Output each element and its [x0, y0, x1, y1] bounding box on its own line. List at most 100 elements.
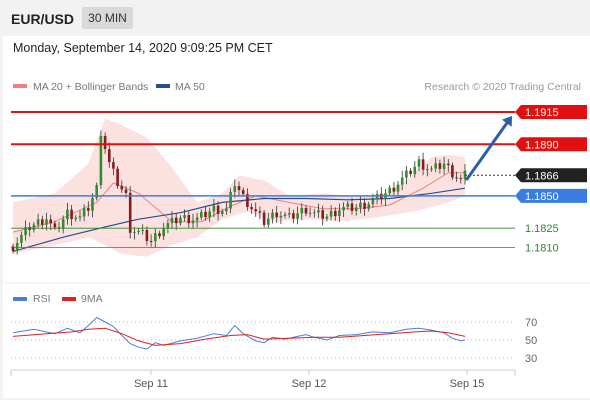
candle-body	[409, 170, 412, 174]
candle-body	[430, 168, 433, 170]
candle-body	[191, 220, 195, 224]
credit-text: Research © 2020 Trading Central	[424, 81, 581, 93]
candle-body	[183, 215, 186, 218]
candle-body	[275, 212, 278, 218]
x-axis-tick-label: Sep 12	[292, 378, 327, 390]
candle-body	[137, 230, 140, 232]
candle-body	[41, 219, 44, 225]
candle-body	[11, 246, 15, 251]
rsi-level-label: 30	[525, 353, 537, 365]
candle-body	[342, 207, 345, 211]
candle-body	[49, 219, 52, 224]
candle-body	[246, 194, 249, 207]
price-tag	[515, 105, 587, 119]
candle-body	[154, 233, 157, 242]
candle-body	[367, 204, 370, 209]
candle-body	[74, 217, 78, 220]
candle-body	[451, 165, 454, 178]
candle-body	[32, 224, 36, 230]
price-tag	[515, 168, 587, 183]
projection-arrow-head	[501, 115, 512, 127]
timeframe-button[interactable]: 30 MIN	[82, 7, 133, 29]
candle-body	[187, 215, 191, 224]
candle-body	[53, 223, 57, 228]
candle-body	[95, 185, 98, 198]
price-level-label: 1.1850	[525, 191, 559, 203]
price-level-label: 1.1890	[525, 139, 559, 151]
ma50-legend-label: MA 50	[175, 81, 205, 93]
candle-body	[254, 209, 257, 212]
candle-body	[103, 136, 107, 149]
candle-body	[405, 170, 408, 178]
projection-arrow-shaft	[465, 121, 509, 181]
candle-body	[250, 207, 253, 210]
candle-body	[317, 210, 320, 213]
candle-body	[329, 210, 333, 217]
ma9-legend-swatch	[62, 297, 76, 301]
candle-body	[141, 230, 144, 231]
candle-body	[233, 186, 237, 192]
candle-body	[334, 210, 337, 217]
price-level-label: 1.1866	[525, 170, 559, 182]
candle-body	[421, 159, 425, 170]
rsi-ma9-line	[12, 327, 466, 346]
candle-body	[179, 217, 182, 224]
rsi-legend-label: RSI	[33, 293, 51, 305]
candle-body	[162, 228, 165, 237]
candle-body	[363, 202, 366, 209]
candle-body	[346, 203, 350, 207]
candle-body	[170, 217, 174, 224]
candle-body	[20, 235, 23, 243]
candle-body	[221, 211, 224, 214]
ma50-line	[12, 187, 466, 252]
candle-body	[426, 169, 429, 171]
ma50-legend-swatch	[156, 84, 170, 88]
price-level-label: 1.1825	[525, 223, 559, 235]
chart-datetime: Monday, September 14, 2020 9:09:25 PM CE…	[13, 41, 273, 55]
candle-body	[212, 205, 216, 212]
candle-body	[350, 203, 354, 211]
candle-body	[413, 166, 417, 175]
candle-body	[66, 209, 69, 220]
candle-body	[447, 163, 450, 166]
candle-body	[459, 178, 463, 180]
price-tag	[515, 188, 587, 203]
candle-body	[396, 184, 400, 192]
candle-body	[241, 190, 245, 195]
candle-body	[375, 193, 379, 200]
candle-body	[258, 211, 262, 213]
candle-body	[149, 241, 153, 242]
candle-body	[359, 202, 362, 208]
candle-body	[292, 213, 295, 219]
rsi-line	[12, 316, 466, 350]
candle-body	[392, 187, 396, 192]
candle-body	[82, 208, 86, 217]
candle-body	[166, 223, 170, 229]
candle-body	[455, 177, 458, 179]
candle-body	[313, 212, 316, 214]
candle-body	[262, 212, 266, 225]
candle-body	[271, 212, 274, 219]
instrument-title: EUR/USD	[11, 11, 75, 27]
candle-body	[91, 197, 94, 211]
candle-body	[442, 163, 446, 169]
ma9-legend-label: 9MA	[81, 293, 103, 305]
rsi-legend-swatch	[13, 297, 27, 301]
candle-body	[145, 230, 149, 241]
candle-body	[99, 136, 103, 185]
candle-body	[434, 163, 437, 169]
candle-body	[200, 211, 203, 218]
price-level-label: 1.1915	[525, 107, 559, 119]
candle-body	[283, 214, 287, 216]
candle-body	[304, 208, 308, 214]
x-axis-tick-label: Sep 11	[134, 378, 168, 390]
candle-body	[116, 168, 119, 187]
candle-body	[338, 210, 341, 217]
candle-body	[237, 186, 241, 191]
candle-body	[36, 219, 40, 225]
candle-body	[61, 219, 65, 229]
candle-body	[174, 217, 178, 224]
candle-body	[463, 170, 467, 179]
ma20-legend-label: MA 20 + Bollinger Bands	[33, 81, 148, 93]
